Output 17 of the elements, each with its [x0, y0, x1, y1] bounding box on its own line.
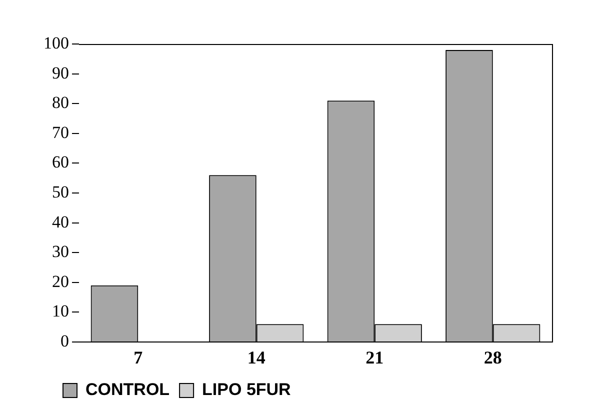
legend-label: LIPO 5FUR	[202, 380, 291, 400]
y-tick-label: 60	[52, 152, 69, 172]
x-tick-label: 28	[484, 347, 502, 368]
y-tick-label: 90	[52, 63, 69, 82]
y-tick-label: 10	[52, 302, 69, 321]
x-tick-label: 14	[247, 347, 266, 368]
y-tick-label: 0	[60, 331, 69, 350]
y-tick-label: 30	[52, 242, 69, 262]
x-tick-label: 21	[366, 347, 384, 368]
x-tick-label: 7	[134, 347, 143, 368]
y-tick-label: 40	[52, 212, 69, 232]
y-tick-label: 80	[52, 93, 69, 112]
y-tick-label: 50	[52, 182, 69, 202]
legend-label: CONTROL	[86, 380, 170, 400]
y-tick-label: 20	[52, 272, 69, 291]
y-tick-label: 100	[44, 33, 69, 52]
y-tick-label: 70	[52, 122, 69, 142]
